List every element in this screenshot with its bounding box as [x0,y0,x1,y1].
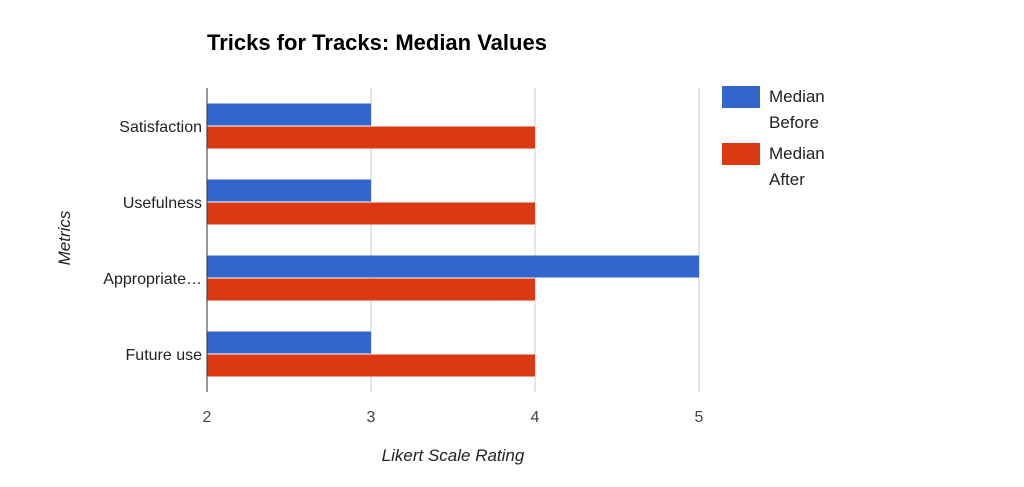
x-tick-label: 2 [203,409,212,426]
legend: Median Before Median After [722,86,825,189]
category-label: Usefulness [123,195,202,212]
x-tick-label: 4 [531,409,540,426]
bars [207,103,699,377]
legend-label: Median After [769,144,825,189]
category-label: Future use [126,347,203,364]
x-tick-label: 3 [367,409,376,426]
bar-after [207,202,535,225]
bar-after [207,354,535,377]
tick-labels: 2 3 4 5 [203,409,704,426]
category-label: Appropriate… [103,271,202,288]
bar-after [207,278,535,301]
y-axis-title: Metrics [55,210,74,265]
chart-title: Tricks for Tracks: Median Values [207,30,547,55]
bar-after [207,126,535,149]
legend-swatch [722,86,760,108]
bar-before [207,179,371,202]
x-tick-label: 5 [695,409,704,426]
category-label: Satisfaction [119,119,202,136]
x-axis-title: Likert Scale Rating [382,446,525,465]
legend-label: Median Before [769,87,825,132]
bar-before [207,331,371,354]
category-labels: Satisfaction Usefulness Appropriate… Future… [103,119,202,364]
legend-swatch [722,143,760,165]
bar-before [207,255,699,278]
bar-before [207,103,371,126]
